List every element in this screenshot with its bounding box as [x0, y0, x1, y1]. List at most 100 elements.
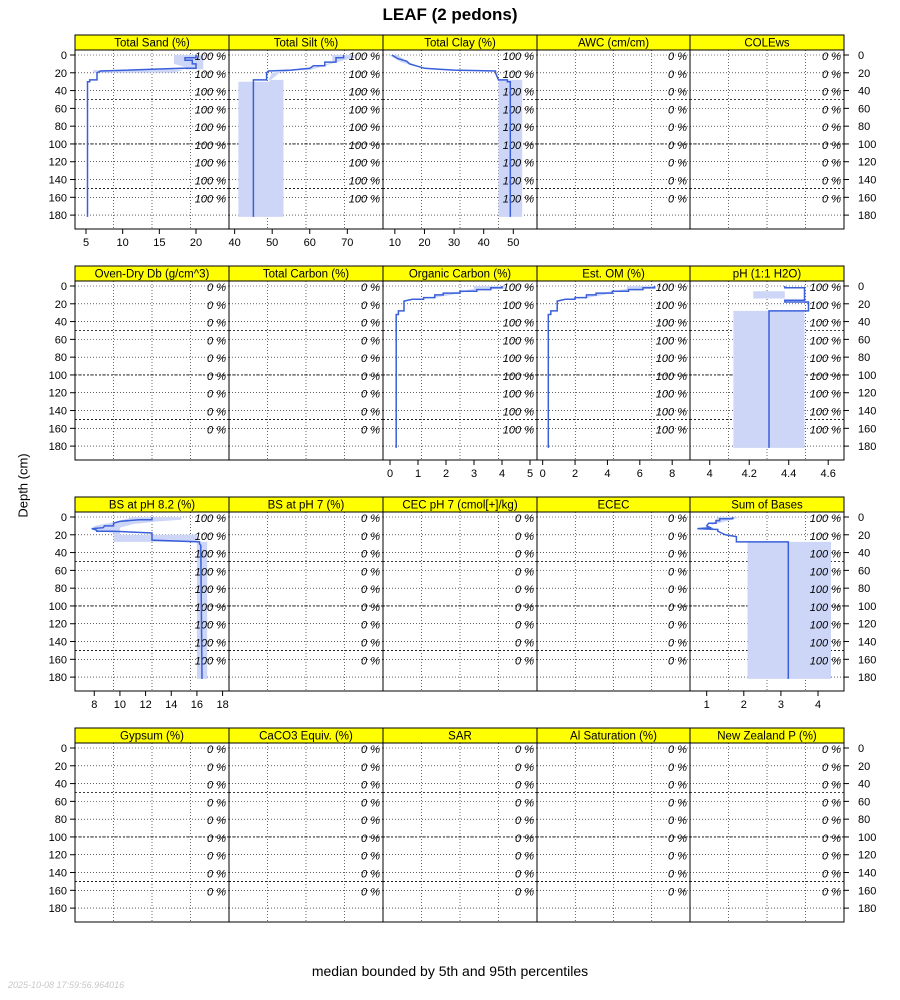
- coverage-label: 100 %: [503, 371, 534, 383]
- coverage-label: 100 %: [195, 193, 226, 205]
- coverage-label: 100 %: [656, 407, 687, 419]
- y-tick-label: 20: [858, 68, 870, 80]
- coverage-label: 100 %: [503, 389, 534, 401]
- coverage-label: 0 %: [515, 566, 534, 578]
- coverage-label: 0 %: [207, 780, 226, 792]
- coverage-label: 100 %: [349, 69, 380, 81]
- coverage-label: 0 %: [668, 176, 687, 188]
- panel-label: AWC (cm/cm): [578, 38, 649, 50]
- coverage-label: 100 %: [349, 51, 380, 63]
- panel-frame: [228, 280, 384, 461]
- coverage-label: 0 %: [207, 744, 226, 756]
- coverage-label: 0 %: [361, 833, 380, 845]
- x-tick-label: 4.2: [742, 468, 757, 480]
- x-tick-label: 15: [153, 237, 165, 249]
- percentile-band: [94, 517, 197, 542]
- coverage-label: 0 %: [668, 797, 687, 809]
- y-tick-label: 140: [858, 637, 876, 649]
- coverage-label: 100 %: [810, 353, 841, 365]
- coverage-label: 0 %: [361, 638, 380, 650]
- coverage-label: 0 %: [361, 815, 380, 827]
- percentile-band: [93, 55, 204, 73]
- coverage-label: 100 %: [810, 531, 841, 543]
- percentile-band: [238, 55, 355, 217]
- x-tick-label: 0: [540, 468, 546, 480]
- panel-label: Oven-Dry Db (g/cm^3): [95, 269, 210, 281]
- coverage-label: 0 %: [361, 566, 380, 578]
- coverage-label: 0 %: [668, 193, 687, 205]
- coverage-label: 100 %: [810, 300, 841, 312]
- coverage-label: 0 %: [207, 815, 226, 827]
- coverage-label: 0 %: [515, 762, 534, 774]
- coverage-label: 100 %: [503, 140, 534, 152]
- coverage-label: 0 %: [822, 744, 841, 756]
- coverage-label: 0 %: [822, 87, 841, 99]
- y-tick-label: 100: [858, 832, 876, 844]
- coverage-label: 100 %: [349, 193, 380, 205]
- coverage-label: 0 %: [668, 780, 687, 792]
- y-tick-label: 100: [49, 601, 67, 613]
- coverage-label: 0 %: [822, 886, 841, 898]
- x-tick-label: 3: [778, 699, 784, 711]
- coverage-label: 100 %: [195, 620, 226, 632]
- coverage-label: 100 %: [656, 335, 687, 347]
- panel-frame: [382, 511, 538, 692]
- x-tick-label: 70: [341, 237, 353, 249]
- y-tick-label: 120: [858, 157, 876, 169]
- panel-frame: [689, 511, 845, 692]
- coverage-label: 100 %: [810, 549, 841, 561]
- x-tick-label: 10: [114, 699, 126, 711]
- coverage-label: 100 %: [810, 371, 841, 383]
- x-tick-label: 4: [815, 699, 821, 711]
- coverage-label: 100 %: [810, 389, 841, 401]
- coverage-label: 100 %: [656, 353, 687, 365]
- coverage-label: 0 %: [515, 744, 534, 756]
- coverage-label: 0 %: [361, 762, 380, 774]
- y-tick-label: 180: [49, 441, 67, 453]
- coverage-label: 0 %: [361, 371, 380, 383]
- coverage-label: 0 %: [515, 513, 534, 525]
- coverage-label: 0 %: [361, 620, 380, 632]
- y-tick-label: 140: [858, 175, 876, 187]
- y-tick-label: 20: [55, 299, 67, 311]
- y-tick-label: 20: [858, 761, 870, 773]
- coverage-label: 0 %: [515, 869, 534, 881]
- coverage-label: 100 %: [503, 282, 534, 294]
- panel-label: CEC pH 7 (cmol[+]/kg): [402, 500, 518, 512]
- y-tick-label: 80: [858, 352, 870, 364]
- y-tick-label: 0: [61, 50, 67, 62]
- x-tick-label: 12: [139, 699, 151, 711]
- coverage-label: 0 %: [361, 424, 380, 436]
- median-line: [252, 55, 345, 217]
- coverage-label: 0 %: [361, 282, 380, 294]
- y-tick-label: 160: [49, 654, 67, 666]
- y-tick-label: 140: [49, 175, 67, 187]
- coverage-label: 0 %: [668, 869, 687, 881]
- coverage-label: 100 %: [810, 282, 841, 294]
- y-tick-label: 160: [858, 192, 876, 204]
- coverage-label: 0 %: [668, 602, 687, 614]
- y-tick-label: 160: [858, 423, 876, 435]
- coverage-label: 0 %: [361, 655, 380, 667]
- coverage-label: 100 %: [349, 122, 380, 134]
- y-tick-label: 60: [858, 103, 870, 115]
- y-tick-label: 60: [858, 796, 870, 808]
- coverage-label: 100 %: [503, 158, 534, 170]
- panel-label: Sum of Bases: [731, 500, 803, 512]
- panel-label: Total Sand (%): [114, 38, 190, 50]
- coverage-label: 0 %: [207, 335, 226, 347]
- coverage-label: 0 %: [822, 851, 841, 863]
- coverage-label: 100 %: [810, 620, 841, 632]
- x-tick-label: 4: [604, 468, 610, 480]
- x-tick-label: 50: [507, 237, 519, 249]
- coverage-label: 0 %: [822, 122, 841, 134]
- coverage-label: 0 %: [361, 744, 380, 756]
- y-tick-label: 60: [858, 565, 870, 577]
- coverage-label: 0 %: [822, 176, 841, 188]
- x-tick-label: 4.4: [781, 468, 796, 480]
- coverage-label: 100 %: [810, 638, 841, 650]
- coverage-label: 0 %: [822, 193, 841, 205]
- median-line: [86, 55, 197, 217]
- y-tick-label: 40: [858, 86, 870, 98]
- y-tick-label: 20: [55, 761, 67, 773]
